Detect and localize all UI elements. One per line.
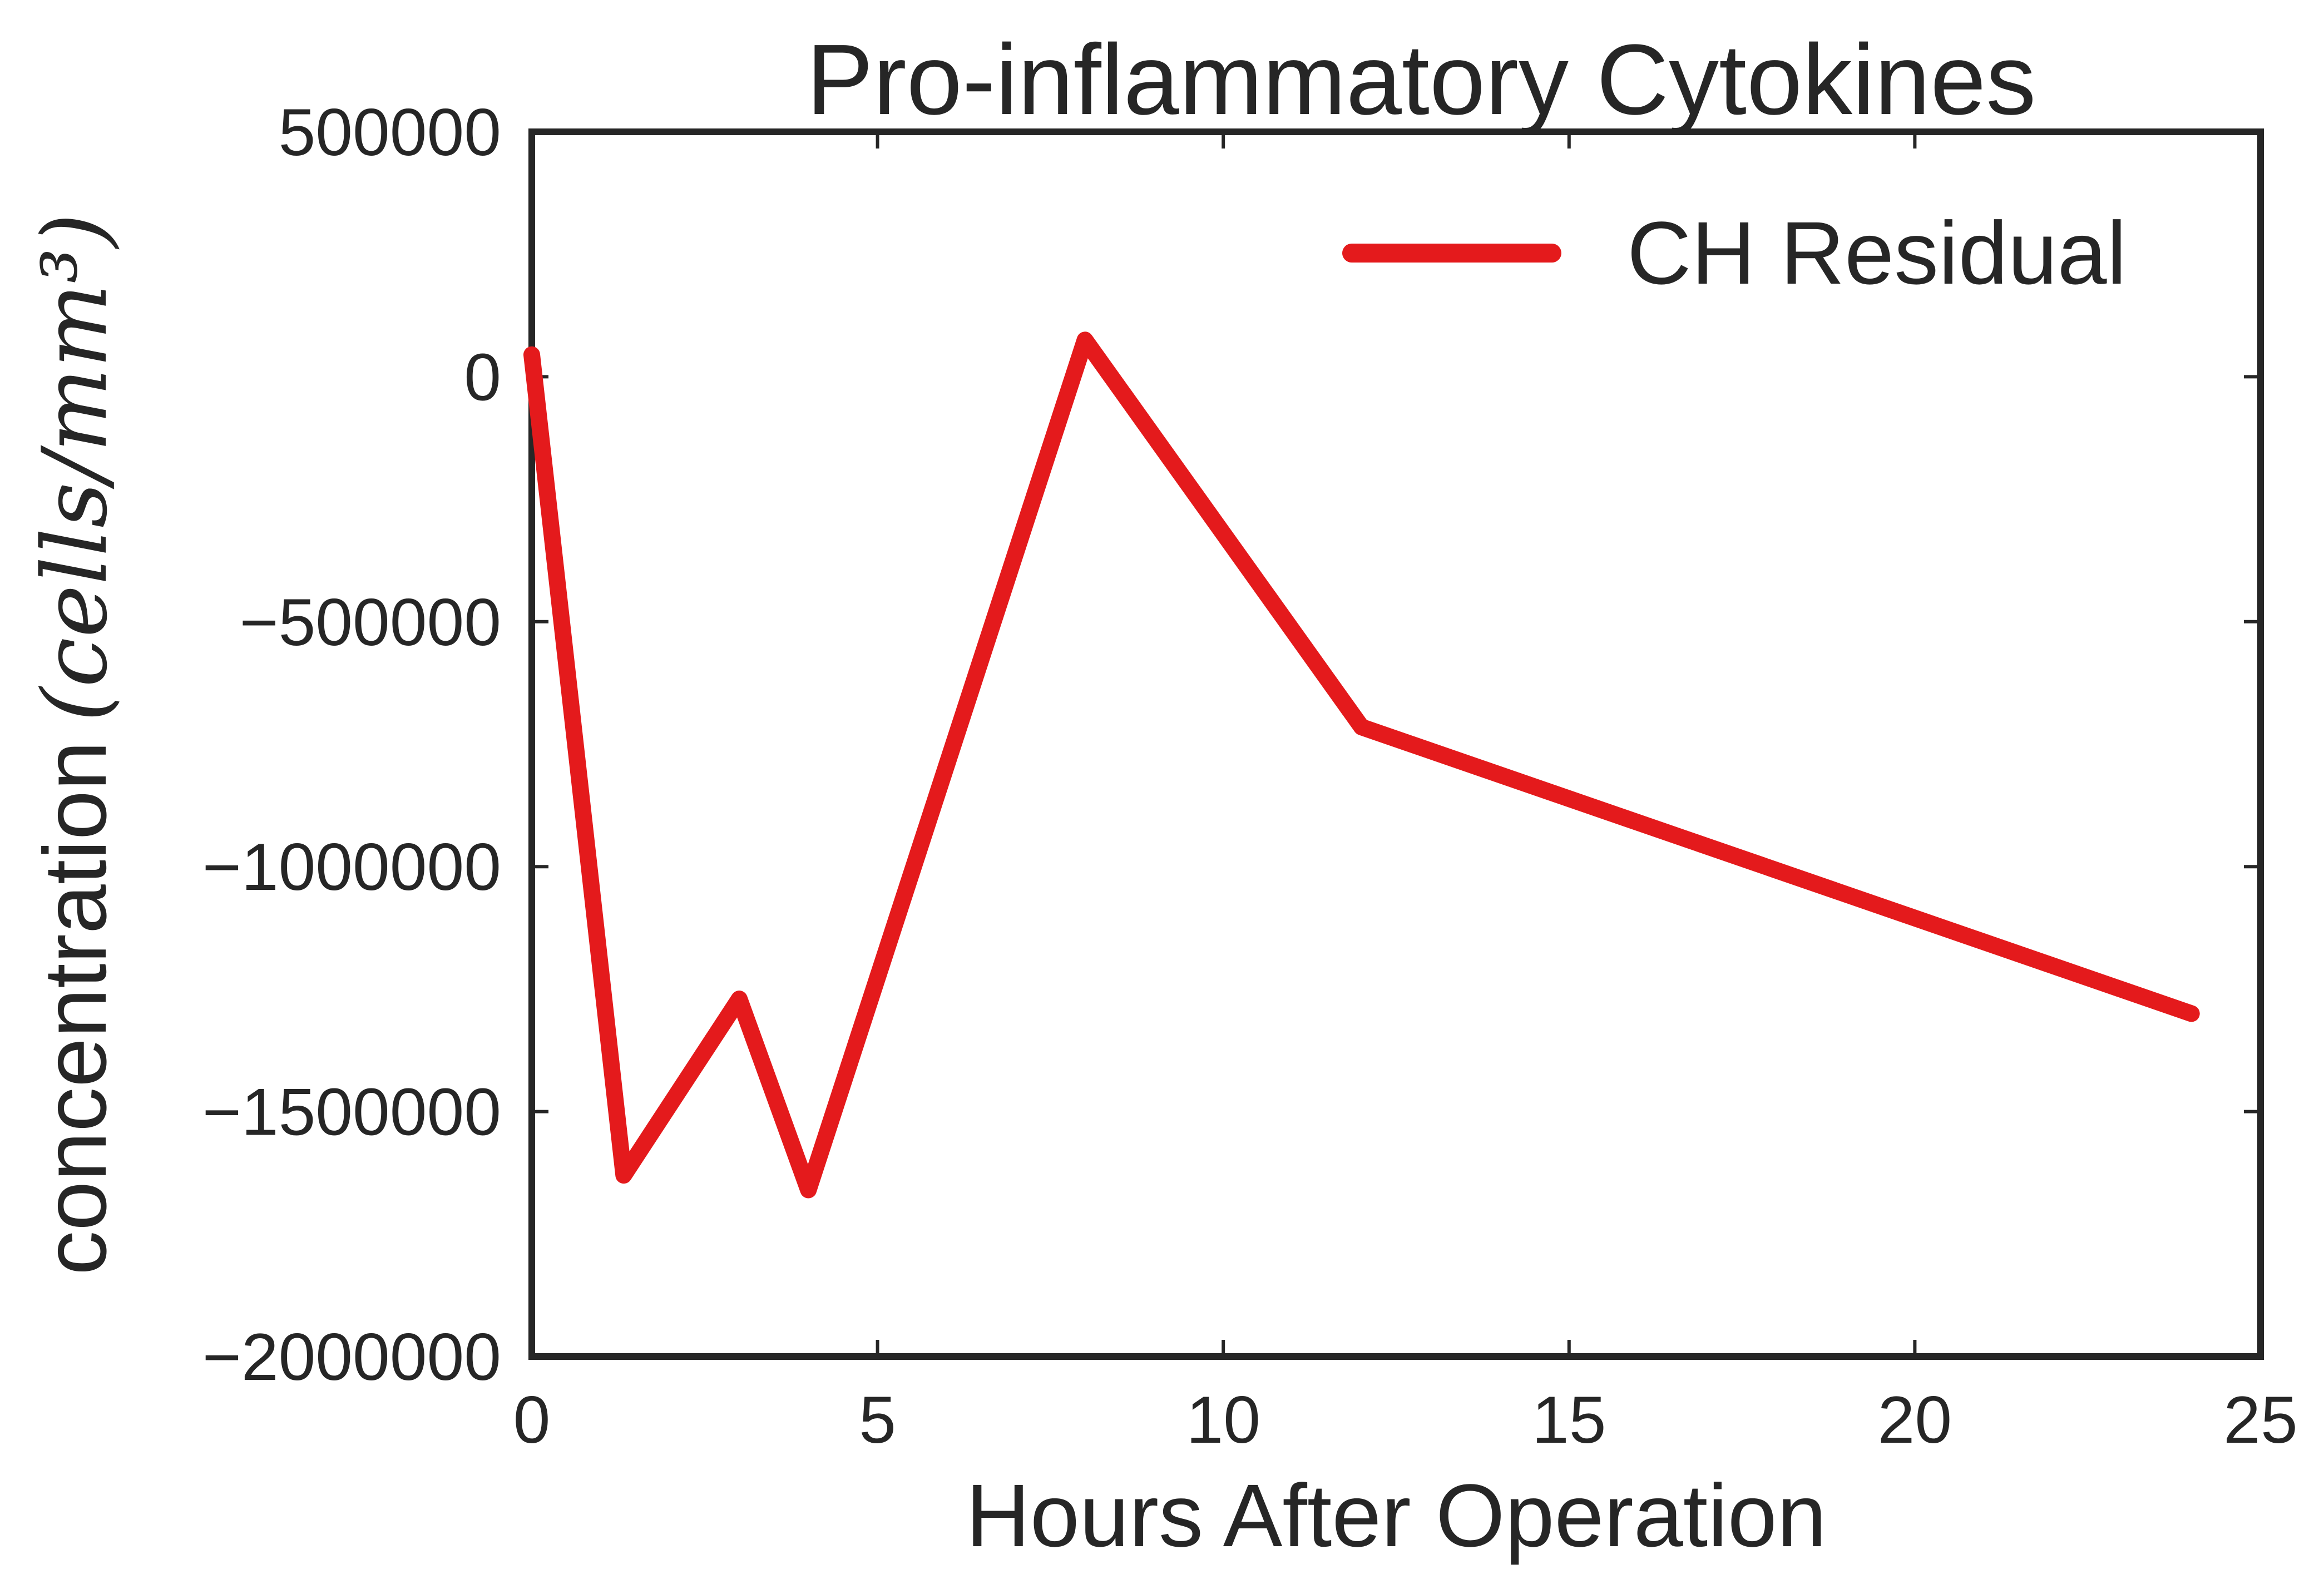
chart-title: Pro-inflammatory Cytokines xyxy=(807,24,2036,136)
x-tick-label: 0 xyxy=(513,1383,551,1457)
y-tick-label: −1500000 xyxy=(202,1075,501,1150)
y-axis-label-text: concentration xyxy=(25,741,125,1275)
y-tick-label: 0 xyxy=(464,340,501,414)
x-tick-label: 25 xyxy=(2223,1383,2297,1457)
x-tick-label: 15 xyxy=(1532,1383,1606,1457)
y-axis-label-unit: (cells/mm³) xyxy=(23,213,127,722)
x-tick-label: 10 xyxy=(1186,1383,1260,1457)
x-axis-label: Hours After Operation xyxy=(966,1466,1826,1565)
y-tick-label: 500000 xyxy=(279,95,501,170)
y-tick-label: −500000 xyxy=(239,585,501,660)
plot-area xyxy=(528,128,2264,1360)
legend: CH Residual xyxy=(1342,203,2127,303)
y-axis-label: concentration (cells/mm³) xyxy=(23,213,127,1275)
x-axis-ticks: 0 5 10 15 20 25 xyxy=(513,132,2298,1457)
series-line-ch-residual xyxy=(523,331,2200,1199)
y-tick-label: −2000000 xyxy=(202,1320,501,1394)
x-tick-label: 5 xyxy=(859,1383,896,1457)
y-tick-label: −1000000 xyxy=(202,830,501,904)
plot-frame xyxy=(528,128,2264,1360)
x-tick-label: 20 xyxy=(1878,1383,1952,1457)
y-axis-ticks: 500000 0 −500000 −1000000 −1500000 −2000000 xyxy=(202,95,2261,1394)
legend-label: CH Residual xyxy=(1627,203,2127,303)
series-layer xyxy=(523,331,2200,1199)
